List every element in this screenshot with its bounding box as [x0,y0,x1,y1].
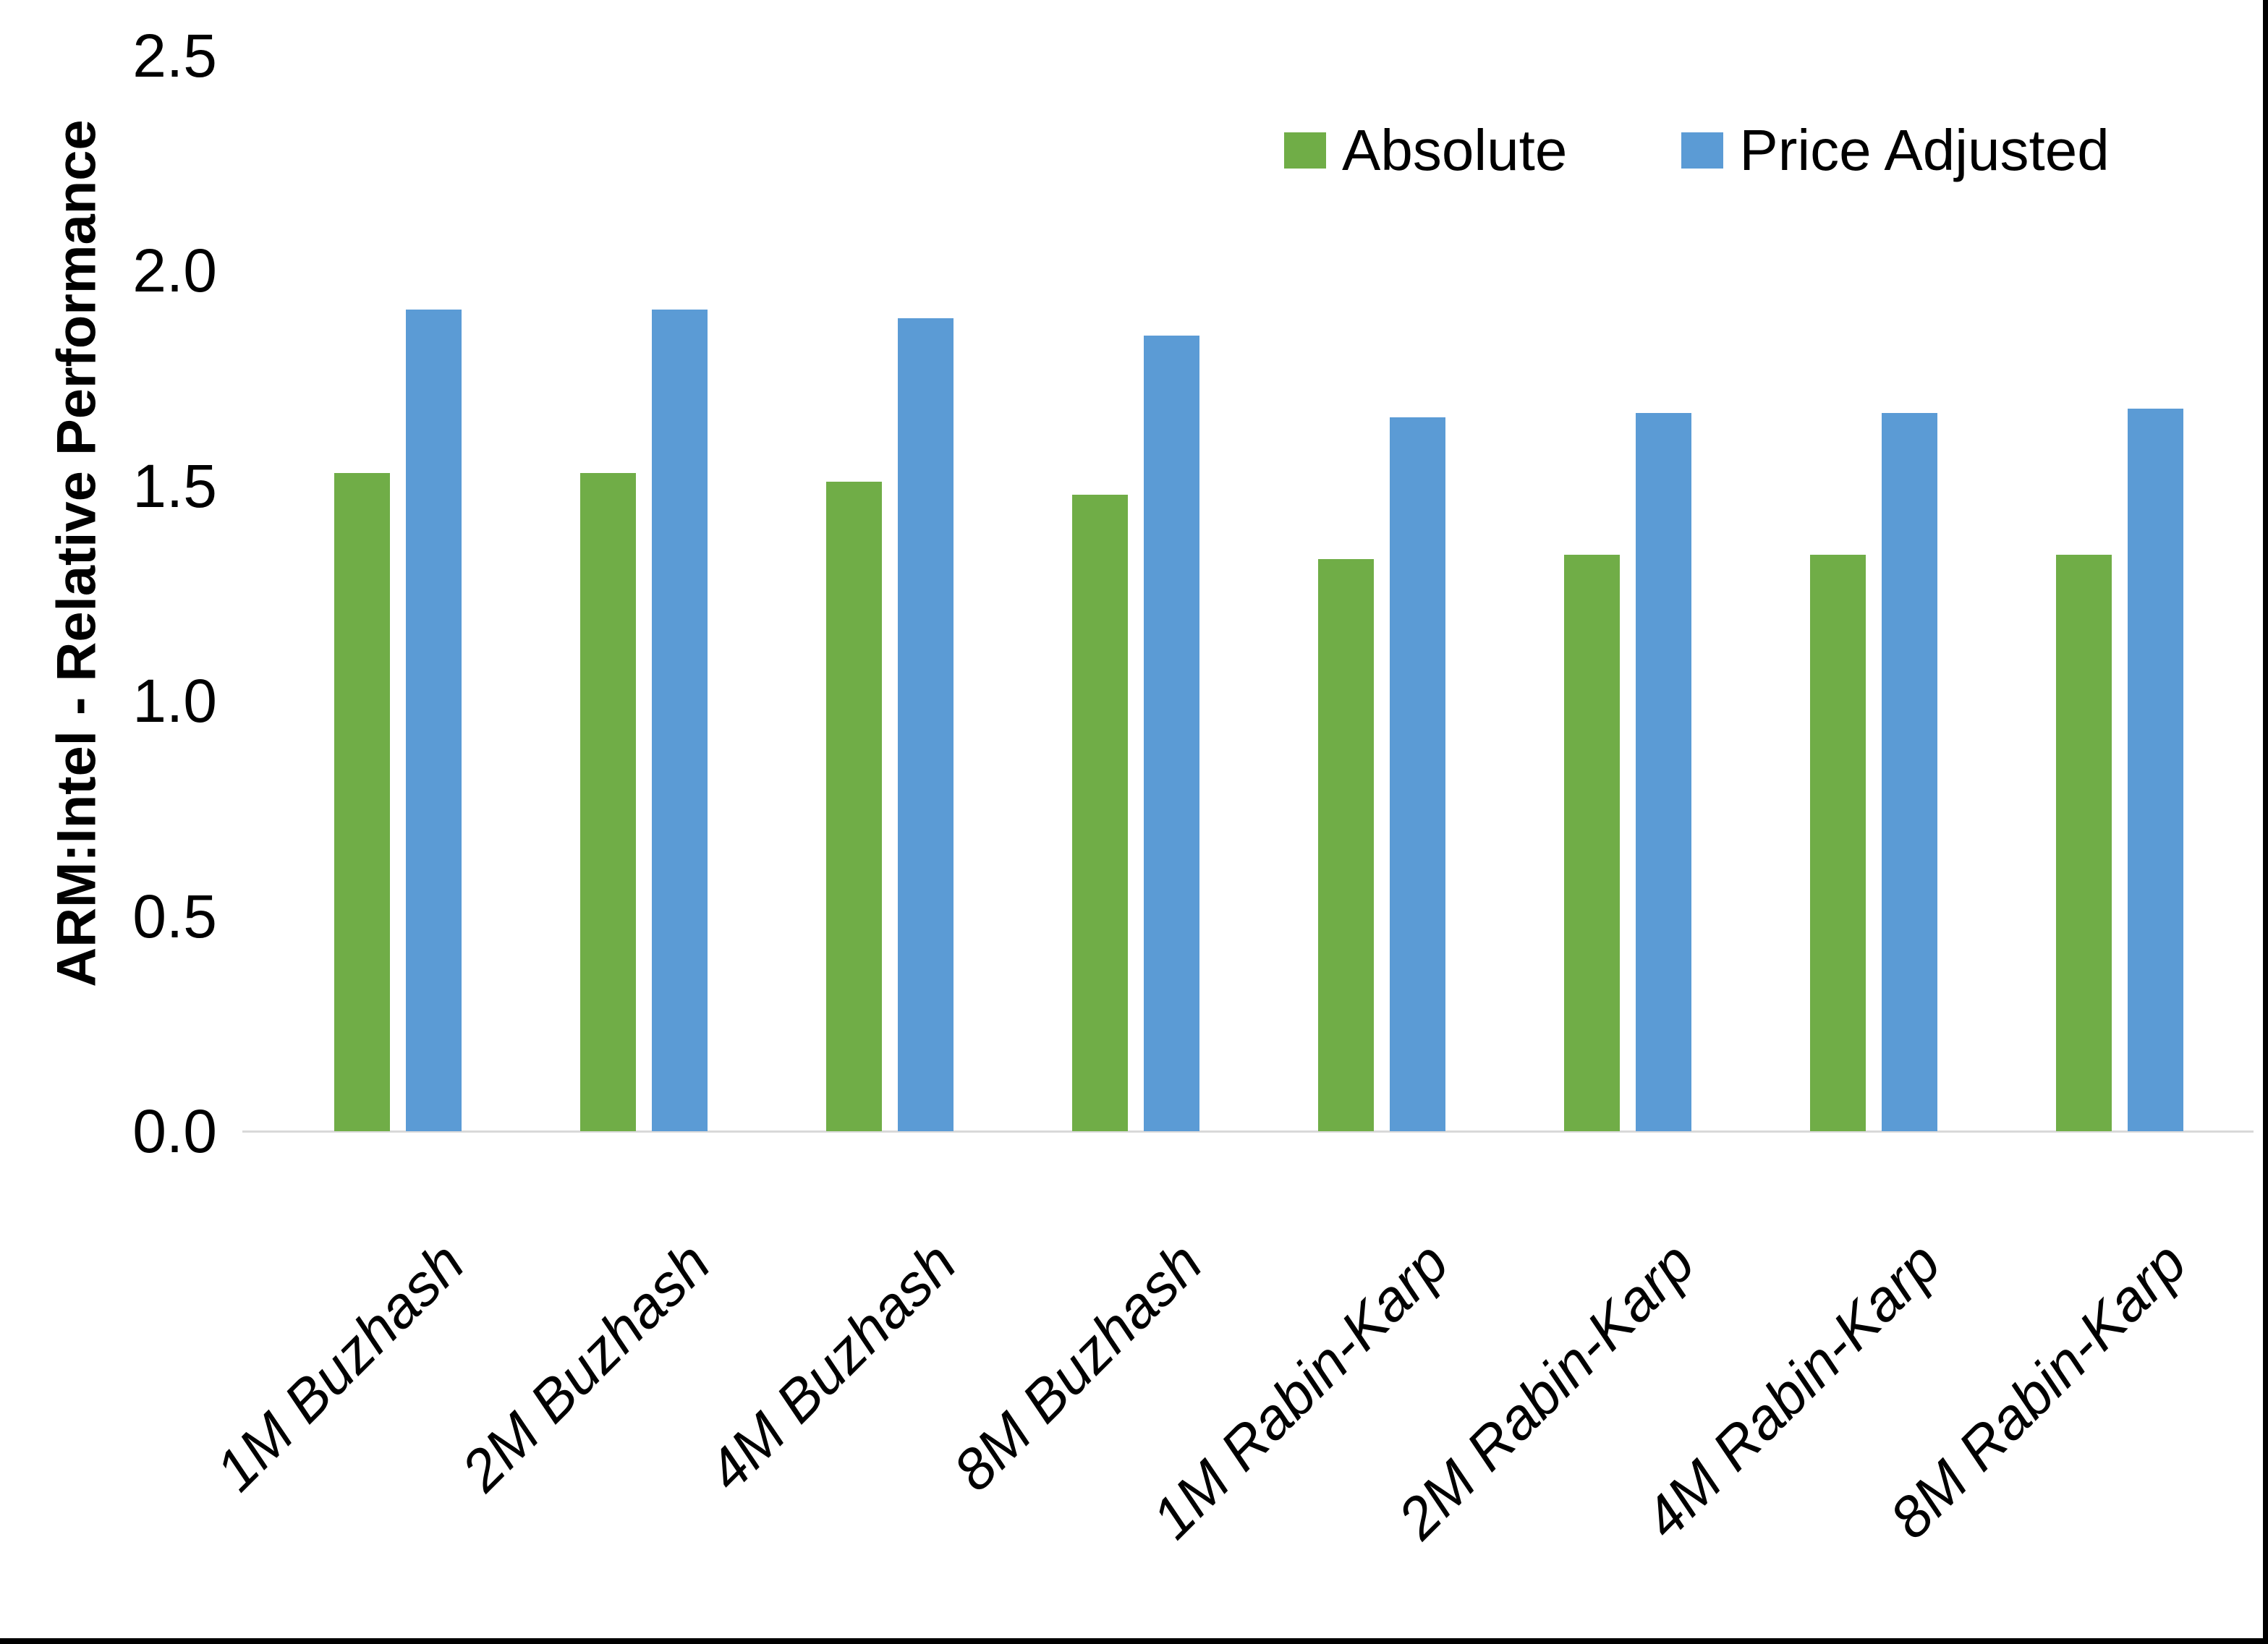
bar-group [580,309,708,1131]
bar-absolute [1318,558,1374,1131]
bar-price-adjusted [898,318,954,1131]
legend-swatch-price-adjusted [1681,132,1724,169]
bar-price-adjusted [1636,412,1691,1131]
x-axis-line [242,1130,2254,1133]
plot-area [242,56,2254,1133]
bar-price-adjusted [1144,335,1199,1131]
bar-group [1810,412,1937,1131]
legend: Absolute Price Adjusted [1284,122,2110,179]
bar-absolute [2056,554,2112,1131]
y-tick-label: 0.0 [132,1097,217,1165]
y-tick-label: 1.0 [132,667,217,736]
bar-absolute [580,472,636,1131]
bar-absolute [1072,494,1128,1131]
bar-group [1564,412,1691,1131]
bar-absolute [1810,554,1866,1131]
bar-group [334,309,462,1131]
y-tick-label: 0.5 [132,882,217,950]
frame-border-bottom [0,1638,2268,1644]
x-tick-label: 8M Buzhash [941,1230,1215,1504]
bar-group [1072,335,1199,1131]
legend-label: Price Adjusted [1739,118,2110,182]
x-tick-label: 2M Buzhash [449,1230,723,1504]
y-tick-label: 1.5 [132,451,217,520]
bar-price-adjusted [406,309,462,1131]
legend-entry: Price Adjusted [1681,118,2110,182]
legend-label: Absolute [1342,118,1568,182]
legend-swatch-absolute [1284,132,1326,169]
bar-absolute [1564,554,1620,1131]
x-tick-label: 1M Buzhash [203,1230,477,1504]
legend-entry: Absolute [1284,122,1567,179]
bar-group [1318,417,1445,1131]
bar-group [2056,408,2183,1131]
bar-absolute [334,472,390,1131]
y-tick-label: 2.5 [132,22,217,90]
frame-border-right [2263,0,2268,1644]
bar-group [826,318,954,1131]
y-tick-label: 2.0 [132,237,217,305]
bar-price-adjusted [652,309,708,1131]
bar-price-adjusted [1390,417,1445,1131]
bar-price-adjusted [1882,412,1937,1131]
x-tick-label: 4M Buzhash [695,1230,969,1504]
bar-absolute [826,481,882,1131]
bar-price-adjusted [2128,408,2183,1131]
